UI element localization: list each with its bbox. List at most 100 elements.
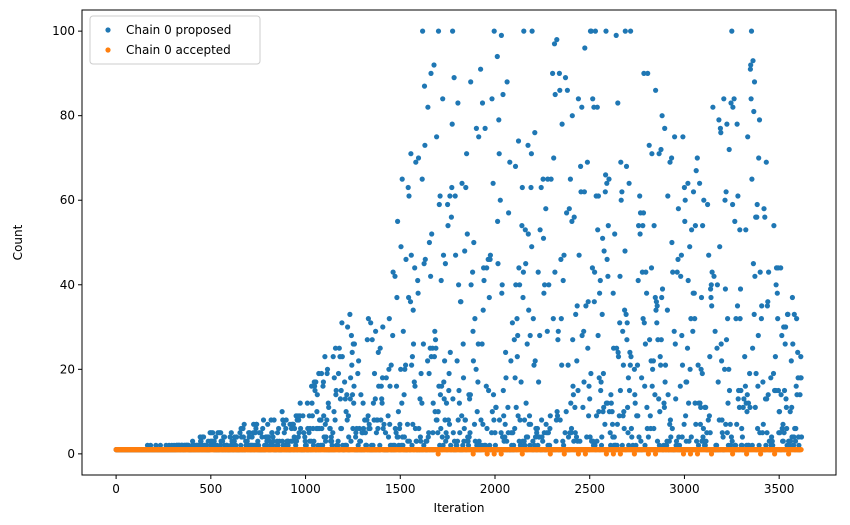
- proposed-point: [302, 438, 308, 444]
- proposed-point: [527, 332, 533, 339]
- proposed-point: [700, 434, 706, 440]
- proposed-point: [401, 392, 407, 398]
- y-axis-ticks: 0 20 40 60 80 100: [52, 24, 82, 461]
- proposed-point: [270, 442, 276, 448]
- proposed-point: [504, 438, 510, 444]
- proposed-point: [624, 337, 630, 343]
- proposed-point: [323, 438, 329, 444]
- x-axis-label: Iteration: [434, 501, 485, 515]
- proposed-point: [440, 252, 447, 258]
- proposed-point: [639, 375, 645, 381]
- proposed-point: [604, 400, 611, 406]
- proposed-point: [702, 442, 708, 448]
- proposed-point: [380, 425, 386, 432]
- proposed-point: [255, 438, 261, 444]
- proposed-point: [496, 117, 502, 123]
- proposed-point: [669, 239, 675, 246]
- proposed-point: [664, 442, 670, 448]
- accepted-point: [786, 451, 792, 457]
- proposed-point: [598, 379, 604, 385]
- proposed-point: [788, 358, 794, 364]
- proposed-point: [745, 400, 752, 406]
- proposed-point: [512, 425, 518, 432]
- proposed-point: [333, 392, 339, 398]
- proposed-point: [382, 430, 389, 436]
- proposed-point: [620, 413, 626, 419]
- proposed-point: [595, 193, 602, 199]
- proposed-point: [306, 430, 312, 436]
- proposed-point: [571, 214, 577, 220]
- proposed-point: [525, 142, 531, 148]
- proposed-point: [626, 442, 632, 448]
- proposed-point: [624, 320, 630, 326]
- accepted-point: [519, 451, 525, 457]
- proposed-point: [475, 341, 481, 347]
- proposed-point: [714, 442, 720, 448]
- proposed-point: [582, 45, 588, 51]
- proposed-point: [509, 320, 515, 326]
- proposed-point: [332, 417, 338, 423]
- proposed-point: [370, 400, 376, 406]
- proposed-point: [707, 430, 713, 436]
- proposed-point: [543, 206, 549, 212]
- proposed-point: [522, 442, 528, 448]
- proposed-point: [386, 316, 392, 322]
- proposed-point: [637, 231, 643, 237]
- proposed-point: [595, 332, 601, 339]
- proposed-point: [403, 256, 409, 262]
- proposed-point: [536, 379, 542, 385]
- proposed-point: [529, 28, 535, 34]
- proposed-point: [641, 320, 647, 326]
- proposed-point: [741, 396, 747, 402]
- proposed-point: [531, 362, 537, 368]
- proposed-point: [512, 375, 518, 381]
- proposed-point: [270, 438, 276, 444]
- proposed-point: [781, 430, 787, 436]
- proposed-point: [729, 28, 735, 34]
- proposed-point: [387, 383, 393, 389]
- proposed-point: [318, 417, 324, 423]
- proposed-point: [654, 303, 660, 309]
- proposed-point: [684, 379, 690, 385]
- proposed-point: [591, 299, 597, 305]
- proposed-point: [398, 244, 404, 250]
- proposed-point: [690, 189, 697, 195]
- proposed-point: [651, 223, 657, 229]
- proposed-point: [480, 307, 486, 313]
- proposed-point: [234, 434, 240, 440]
- proposed-point: [442, 261, 448, 267]
- proposed-point: [606, 176, 612, 182]
- proposed-point: [548, 176, 554, 182]
- proposed-point: [798, 434, 805, 440]
- proposed-point: [625, 375, 632, 381]
- proposed-point: [775, 387, 782, 394]
- proposed-point: [519, 184, 525, 191]
- proposed-point: [567, 176, 574, 182]
- proposed-point: [581, 379, 587, 385]
- proposed-point: [211, 438, 217, 444]
- proposed-point: [344, 417, 350, 423]
- proposed-point: [763, 442, 769, 448]
- proposed-point: [766, 269, 772, 275]
- proposed-point: [269, 430, 275, 436]
- proposed-point: [153, 442, 159, 448]
- proposed-point: [443, 400, 450, 406]
- proposed-point: [642, 442, 648, 448]
- proposed-point: [224, 442, 230, 448]
- proposed-point: [504, 79, 510, 85]
- proposed-point: [300, 413, 306, 419]
- proposed-point: [768, 375, 774, 381]
- proposed-point: [345, 324, 351, 330]
- proposed-point: [782, 341, 788, 347]
- proposed-point: [318, 370, 325, 377]
- x-tick-label: 1000: [290, 482, 321, 496]
- proposed-point: [430, 430, 436, 436]
- proposed-point: [734, 303, 741, 309]
- proposed-point: [441, 396, 447, 402]
- proposed-point: [449, 184, 455, 191]
- proposed-point: [501, 413, 507, 419]
- proposed-point: [350, 425, 356, 432]
- proposed-point: [681, 421, 687, 427]
- accepted-point: [708, 451, 715, 457]
- proposed-point: [669, 425, 675, 432]
